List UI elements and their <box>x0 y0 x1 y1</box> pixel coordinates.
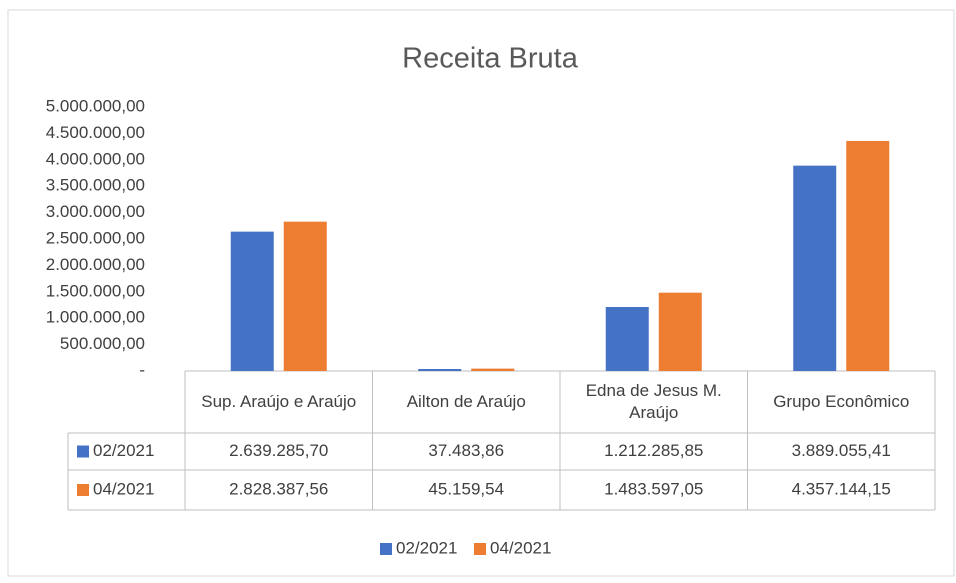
y-tick-label: 4.000.000,00 <box>46 149 145 168</box>
y-tick-label: 5.000.000,00 <box>46 96 145 115</box>
bar <box>846 140 890 371</box>
x-tick-label: Grupo Econômico <box>773 392 910 411</box>
x-tick-label-box: Ailton de Araújo <box>406 392 526 411</box>
table-value: 3.889.055,41 <box>792 441 891 460</box>
bar <box>418 369 462 371</box>
y-tick-label: 1.000.000,00 <box>46 308 145 327</box>
bar <box>605 306 649 371</box>
chart-title: Receita Bruta <box>402 43 579 75</box>
table-value: 4.357.144,15 <box>792 479 891 498</box>
legend-label: 02/2021 <box>396 538 457 557</box>
legend-label: 04/2021 <box>490 538 551 557</box>
table-legend-key <box>77 445 89 458</box>
y-tick-label: 500.000,00 <box>60 334 145 353</box>
table-value: 2.828.387,56 <box>229 479 328 498</box>
table-value: 37.483,86 <box>428 441 504 460</box>
table-series-name: 04/2021 <box>93 479 154 498</box>
table-value: 2.639.285,70 <box>229 441 328 460</box>
table-legend-key <box>77 484 89 496</box>
bar <box>283 221 327 371</box>
x-tick-label-box: Sup. Araújo e Araújo <box>201 392 357 411</box>
y-tick-label: 1.500.000,00 <box>46 281 145 300</box>
bar <box>471 368 515 371</box>
table-value: 45.159,54 <box>428 479 504 498</box>
x-tick-label: Edna de Jesus M. Araújo <box>585 381 722 422</box>
y-tick-label: 3.500.000,00 <box>46 176 145 195</box>
x-tick-label: Ailton de Araújo <box>406 392 526 411</box>
x-tick-label-box: Edna de Jesus M. Araújo <box>585 381 722 422</box>
y-tick-label: 4.500.000,00 <box>46 123 145 142</box>
x-tick-label: Sup. Araújo e Araújo <box>201 392 357 411</box>
bar <box>658 292 702 371</box>
table-series-name: 02/2021 <box>93 441 154 460</box>
bar <box>793 165 837 371</box>
legend-key <box>474 543 486 555</box>
bar <box>230 231 274 371</box>
x-tick-label-box: Grupo Econômico <box>773 392 910 411</box>
y-tick-label: 2.000.000,00 <box>46 255 145 274</box>
y-tick-label: 3.000.000,00 <box>46 202 145 221</box>
table-value: 1.212.285,85 <box>604 441 703 460</box>
table-value: 1.483.597,05 <box>604 479 703 498</box>
y-tick-label: 2.500.000,00 <box>46 228 145 247</box>
y-tick-label: - <box>139 360 145 379</box>
legend-key <box>380 543 392 555</box>
